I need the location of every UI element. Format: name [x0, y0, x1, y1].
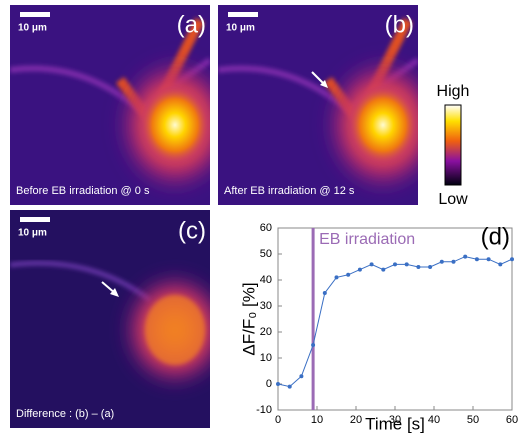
panel-label: (d) [481, 223, 510, 250]
image-a [10, 5, 210, 205]
data-point [510, 257, 514, 262]
image-b [218, 5, 418, 205]
data-point [404, 262, 409, 267]
scale-bar [228, 12, 258, 17]
x-tick-label: 30 [389, 414, 401, 426]
y-tick-label: 20 [260, 326, 272, 338]
x-tick-label: 60 [506, 414, 518, 426]
data-point [322, 291, 327, 295]
x-axis-label: Time [s] [365, 414, 425, 433]
data-point [334, 275, 339, 280]
x-tick-label: 0 [275, 414, 281, 426]
x-tick-label: 10 [311, 414, 323, 426]
data-point [369, 262, 374, 267]
data-point [498, 262, 503, 267]
data-point [451, 259, 456, 264]
y-tick-label: 30 [260, 300, 272, 312]
data-point [346, 272, 351, 277]
scale-label: 10 μm [226, 23, 255, 34]
data-point [381, 267, 386, 272]
scale-label: 10 μm [18, 23, 47, 34]
data-point [428, 265, 433, 269]
y-tick-label: 0 [266, 378, 272, 390]
y-tick-label: 60 [260, 222, 272, 234]
scale-bar [20, 12, 50, 17]
x-tick-label: 40 [428, 414, 440, 426]
y-tick-label: 50 [260, 248, 272, 260]
data-point [393, 262, 397, 267]
data-point [416, 265, 421, 269]
y-tick-label: 10 [260, 352, 272, 364]
caption: After EB irradiation @ 12 s [224, 185, 355, 197]
scale-label: 10 μm [18, 228, 47, 239]
data-point [486, 257, 491, 262]
data-point [299, 374, 304, 379]
y-tick-label: 40 [260, 274, 272, 286]
caption: Difference : (b) – (a) [16, 408, 114, 420]
data-point [463, 254, 468, 259]
colorbar-low: Low [438, 191, 468, 208]
data-point [474, 257, 479, 262]
x-tick-label: 50 [467, 414, 479, 426]
data-point [276, 382, 280, 386]
data-point [311, 343, 316, 347]
data-point [357, 267, 362, 272]
y-axis-label: ΔF/F₀ [%] [239, 282, 258, 355]
data-point [439, 259, 444, 264]
data-point [287, 384, 292, 389]
panel-label: (c) [178, 217, 206, 244]
x-tick-label: 20 [350, 414, 362, 426]
image-c [10, 210, 210, 428]
panel-label: (a) [177, 11, 206, 38]
colorbar-high: High [437, 83, 470, 100]
scale-bar [20, 217, 50, 222]
panel-label: (b) [385, 11, 414, 38]
caption: Before EB irradiation @ 0 s [16, 185, 150, 197]
annotation: EB irradiation [319, 231, 415, 248]
colorbar [444, 104, 462, 186]
y-tick-label: -10 [256, 404, 272, 416]
